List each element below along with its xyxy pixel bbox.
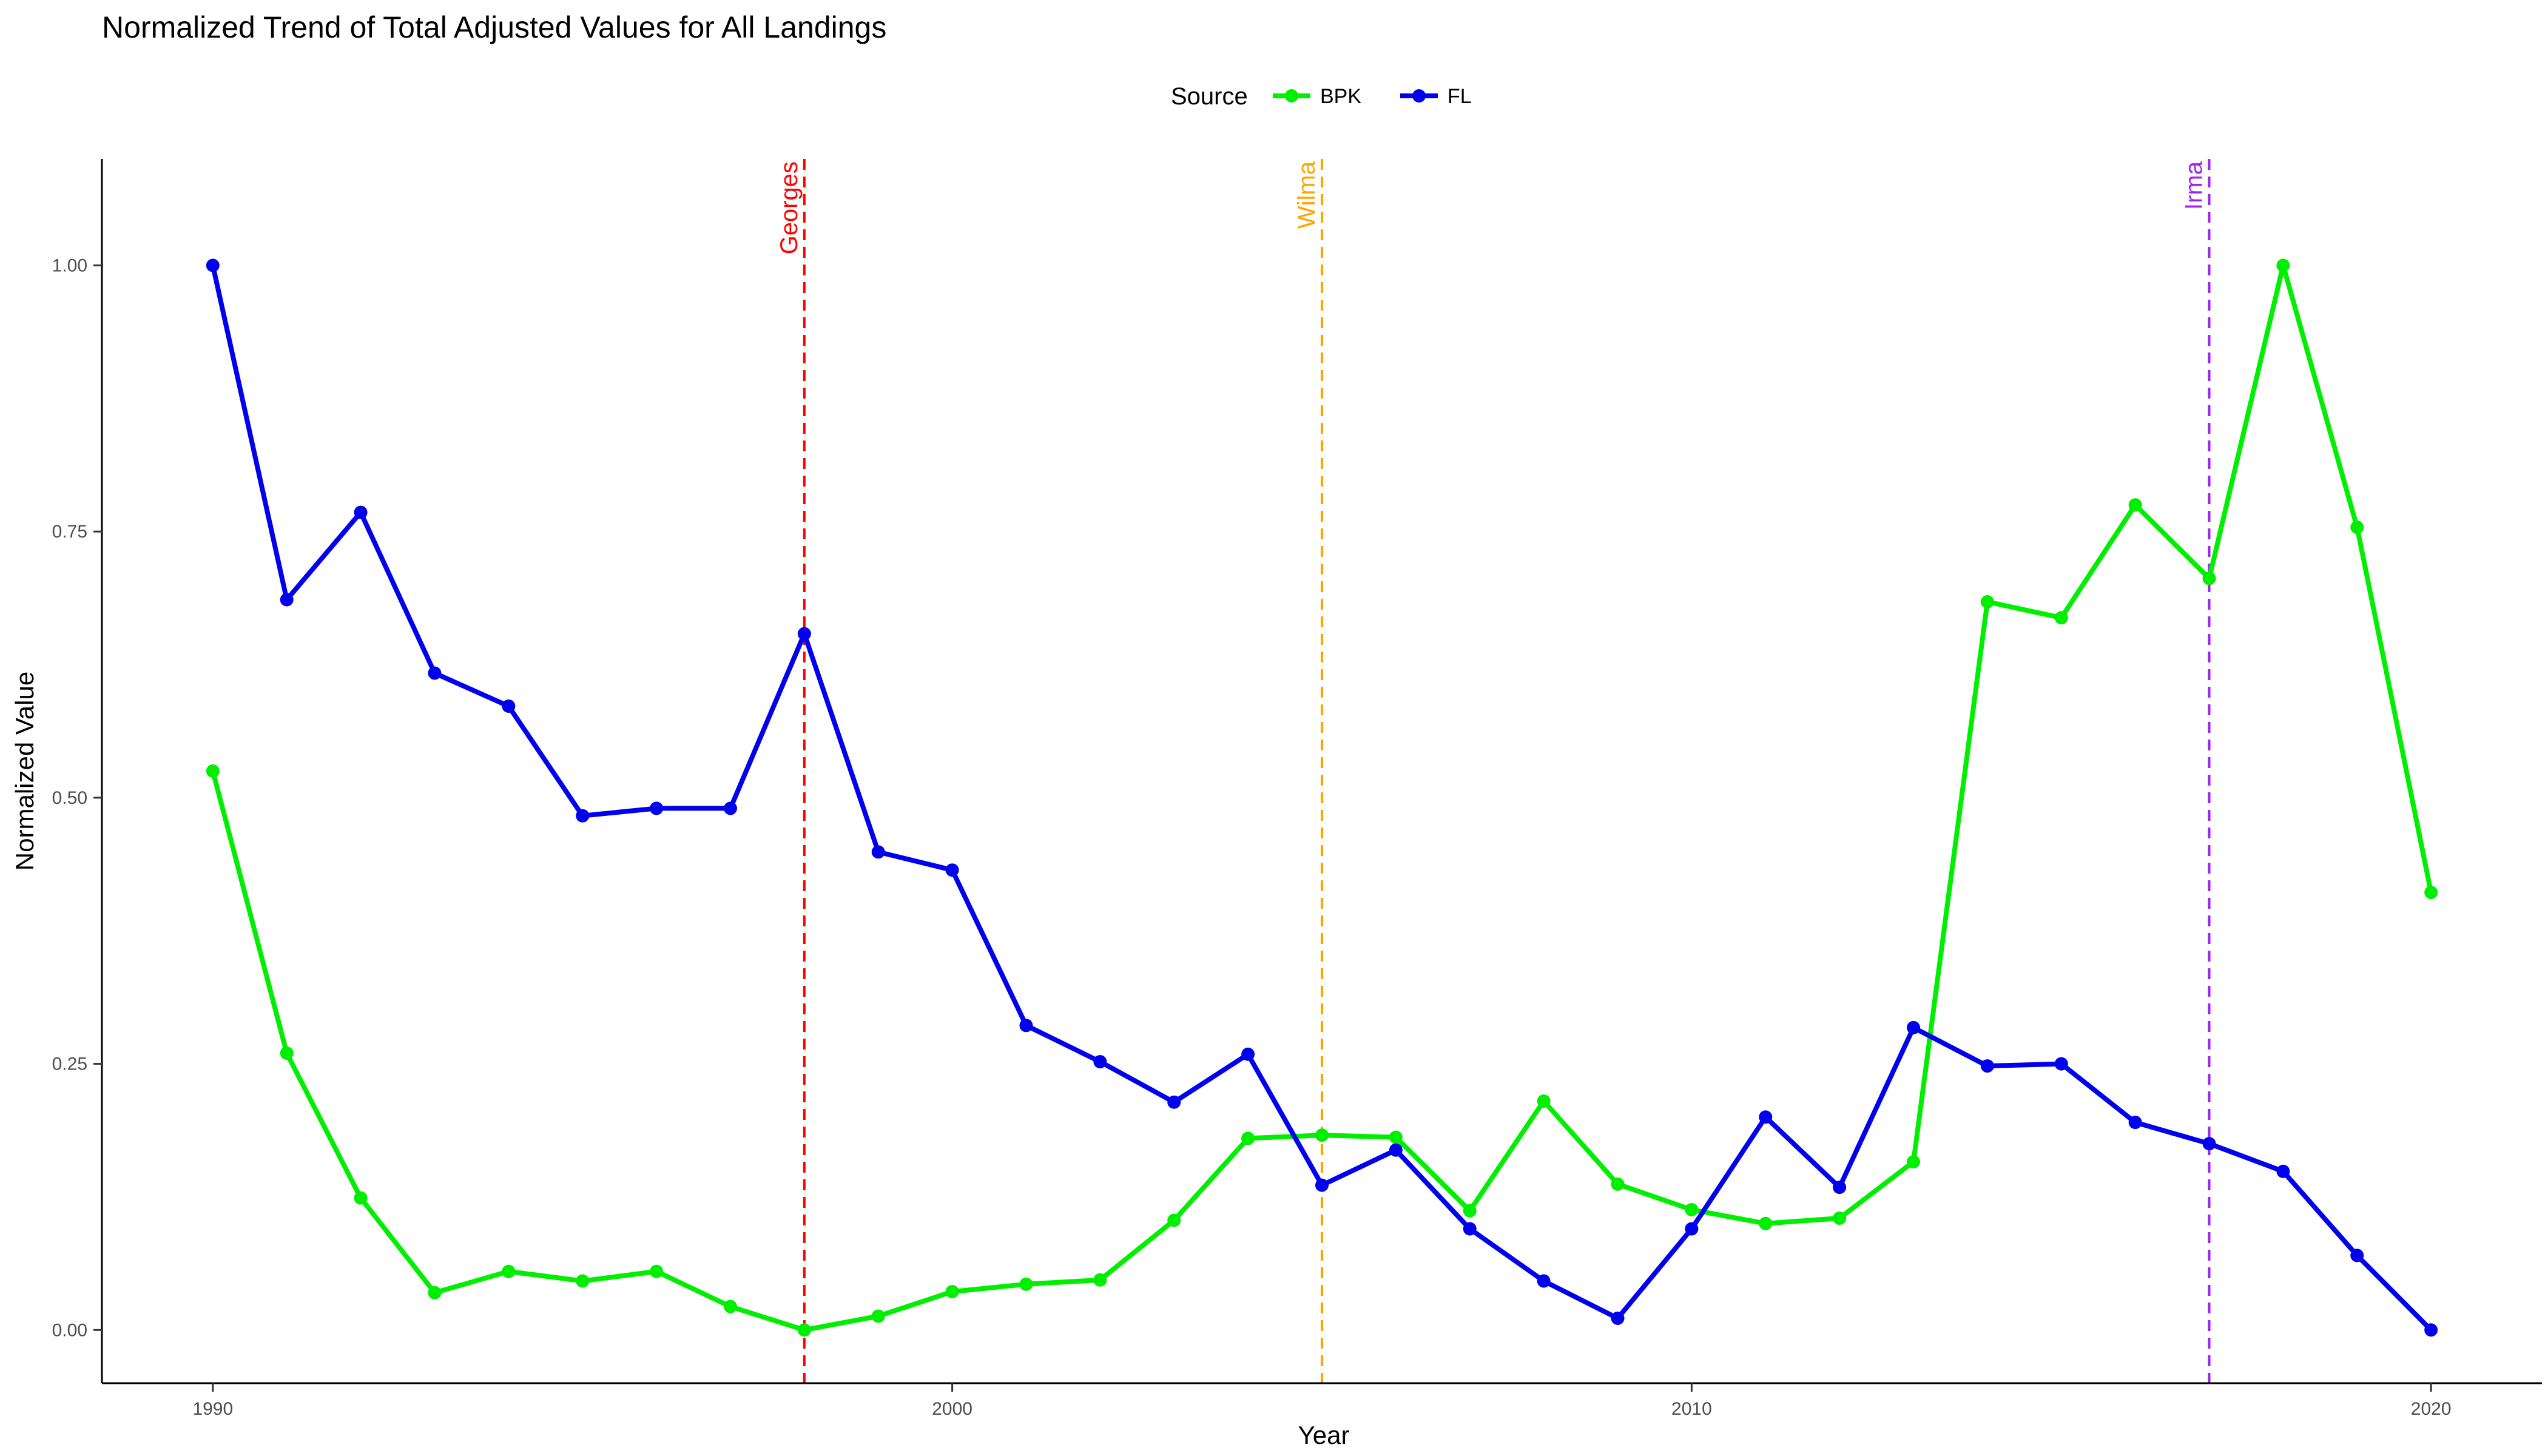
event-label-georges: Georges (776, 161, 803, 254)
data-point-bpk (1463, 1204, 1477, 1218)
data-point-fl (1685, 1222, 1699, 1236)
data-point-fl (945, 863, 959, 877)
data-point-bpk (2350, 521, 2364, 534)
series-bpk (206, 258, 2438, 1337)
legend-key-point (1412, 89, 1426, 103)
data-point-fl (1980, 1059, 1994, 1073)
series-layer (206, 258, 2438, 1337)
data-point-fl (2350, 1249, 2364, 1262)
data-point-fl (1907, 1020, 1921, 1034)
data-point-fl (2128, 1116, 2142, 1130)
x-tick-label: 2010 (1671, 1399, 1712, 1419)
data-point-fl (1537, 1274, 1551, 1288)
data-point-fl (2276, 1164, 2290, 1178)
data-point-bpk (1241, 1131, 1255, 1145)
data-point-bpk (1907, 1155, 1921, 1169)
x-tick-label: 2020 (2411, 1399, 2452, 1419)
data-point-bpk (2202, 571, 2216, 585)
data-point-fl (1463, 1222, 1477, 1236)
data-point-fl (502, 699, 516, 713)
data-point-bpk (1685, 1202, 1699, 1216)
data-point-fl (797, 627, 811, 641)
data-point-fl (206, 258, 220, 272)
data-point-fl (428, 666, 442, 680)
data-point-bpk (428, 1286, 442, 1299)
plot-area: Georges Wilma Irma 1990 2000 2010 2020 0.000.… (52, 159, 2542, 1419)
data-point-fl (2054, 1057, 2068, 1071)
data-point-bpk (797, 1323, 811, 1337)
data-point-bpk (1167, 1213, 1181, 1227)
data-point-bpk (1611, 1177, 1625, 1191)
data-point-bpk (2128, 498, 2142, 512)
legend-key-point (1285, 89, 1298, 103)
x-tick-label: 2000 (932, 1399, 972, 1419)
legend-item-fl: FL (1400, 85, 1472, 108)
data-point-fl (2202, 1137, 2216, 1151)
x-ticks: 1990 2000 2010 2020 (192, 1383, 2452, 1419)
y-tick-label: 1.00 (52, 255, 87, 275)
data-point-bpk (1537, 1094, 1551, 1108)
y-axis-title: Normalized Value (10, 672, 39, 871)
data-point-fl (1167, 1095, 1181, 1109)
data-point-bpk (502, 1264, 516, 1278)
data-point-bpk (2054, 611, 2068, 625)
data-point-fl (1315, 1178, 1329, 1192)
y-tick-label: 0.00 (52, 1320, 87, 1340)
x-tick-label: 1990 (192, 1399, 233, 1419)
data-point-fl (723, 801, 737, 815)
data-point-fl (354, 505, 368, 519)
data-point-fl (2424, 1323, 2438, 1337)
data-point-bpk (871, 1309, 885, 1323)
y-ticks: 0.00 0.25 0.50 0.75 1.00 (52, 255, 102, 1340)
data-point-bpk (945, 1285, 959, 1299)
series-fl (206, 258, 2438, 1337)
data-point-bpk (1389, 1130, 1403, 1144)
data-point-fl (1833, 1181, 1847, 1195)
data-point-bpk (206, 764, 220, 778)
legend-label: BPK (1320, 85, 1361, 108)
data-point-fl (280, 593, 294, 607)
data-point-fl (1019, 1019, 1033, 1033)
data-point-bpk (1019, 1277, 1033, 1291)
legend-items: BPK FL (1273, 85, 1472, 108)
x-axis-title: Year (1298, 1421, 1350, 1449)
y-tick-label: 0.25 (52, 1054, 87, 1074)
data-point-fl (1759, 1110, 1773, 1124)
data-point-fl (576, 809, 590, 823)
legend-title: Source (1171, 83, 1248, 110)
data-point-bpk (2276, 258, 2290, 272)
y-tick-label: 0.75 (52, 522, 87, 542)
chart-title: Normalized Trend of Total Adjusted Value… (102, 10, 886, 44)
y-tick-label: 0.50 (52, 788, 87, 808)
data-point-bpk (576, 1274, 590, 1288)
data-point-fl (1241, 1047, 1255, 1061)
data-point-fl (1611, 1311, 1625, 1325)
event-label-irma: Irma (2181, 161, 2208, 210)
data-point-bpk (354, 1191, 368, 1205)
data-point-bpk (1833, 1212, 1847, 1225)
data-point-bpk (2424, 886, 2438, 900)
data-point-fl (871, 845, 885, 859)
data-point-bpk (1093, 1273, 1107, 1287)
legend-item-bpk: BPK (1273, 85, 1361, 108)
data-point-bpk (723, 1299, 737, 1313)
data-point-fl (1389, 1143, 1403, 1157)
legend: Source BPK FL (1171, 83, 1472, 110)
event-lines: Georges Wilma Irma (776, 159, 2211, 1383)
data-point-bpk (1315, 1128, 1329, 1142)
data-point-bpk (280, 1046, 294, 1060)
data-point-fl (650, 801, 664, 815)
data-point-fl (1093, 1055, 1107, 1069)
legend-label: FL (1448, 85, 1472, 108)
data-point-bpk (1759, 1216, 1773, 1230)
data-point-bpk (650, 1264, 664, 1278)
data-point-bpk (1980, 595, 1994, 608)
event-label-wilma: Wilma (1293, 161, 1320, 229)
